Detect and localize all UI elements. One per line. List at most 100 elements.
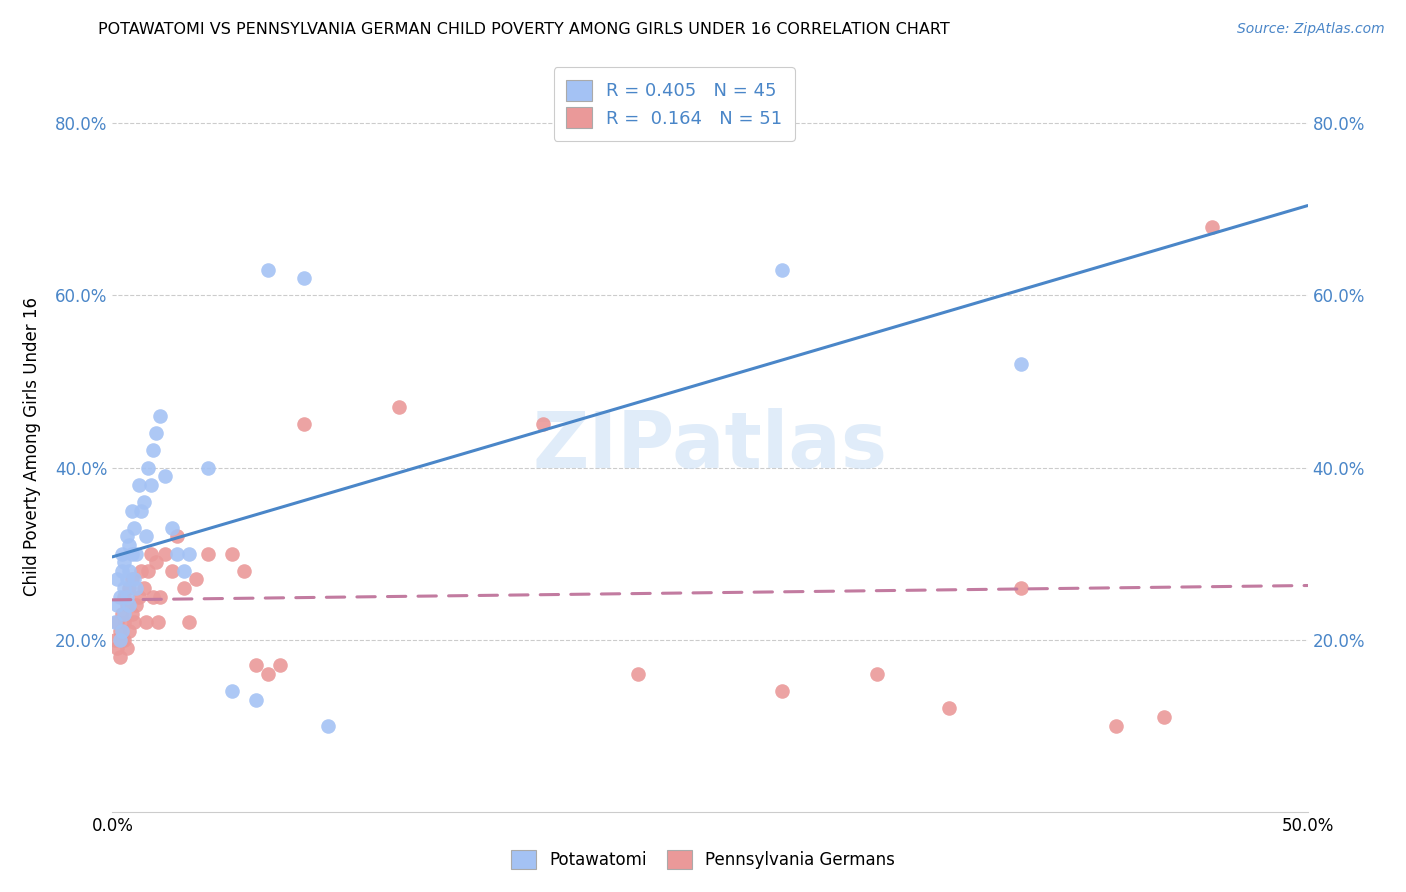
- Point: [257, 262, 280, 277]
- Point: [770, 262, 793, 277]
- Point: [114, 607, 135, 621]
- Point: [166, 547, 188, 561]
- Legend: Potawatomi, Pennsylvania Germans: Potawatomi, Pennsylvania Germans: [501, 840, 905, 880]
- Point: [115, 590, 138, 604]
- Point: [139, 477, 162, 491]
- Point: [105, 615, 128, 630]
- Point: [121, 547, 143, 561]
- Point: [118, 624, 141, 638]
- Point: [122, 573, 145, 587]
- Point: [269, 658, 291, 673]
- Point: [1153, 710, 1175, 724]
- Point: [122, 521, 145, 535]
- Point: [135, 529, 157, 543]
- Point: [111, 624, 134, 638]
- Point: [118, 598, 141, 612]
- Point: [257, 667, 280, 681]
- Point: [166, 529, 188, 543]
- Point: [938, 701, 960, 715]
- Point: [1010, 357, 1032, 371]
- Point: [153, 469, 176, 483]
- Point: [1010, 581, 1032, 595]
- Point: [118, 581, 141, 595]
- Point: [177, 547, 200, 561]
- Point: [105, 641, 128, 656]
- Point: [866, 667, 889, 681]
- Point: [129, 564, 152, 578]
- Point: [132, 581, 155, 595]
- Point: [128, 477, 150, 491]
- Point: [146, 615, 169, 630]
- Point: [177, 615, 200, 630]
- Point: [142, 590, 165, 604]
- Point: [316, 719, 339, 733]
- Point: [233, 564, 256, 578]
- Point: [111, 607, 134, 621]
- Point: [1105, 719, 1128, 733]
- Point: [114, 632, 135, 647]
- Text: ZIPatlas: ZIPatlas: [533, 408, 887, 484]
- Point: [115, 573, 138, 587]
- Point: [115, 529, 138, 543]
- Point: [145, 426, 167, 441]
- Point: [132, 495, 155, 509]
- Point: [139, 547, 162, 561]
- Point: [118, 564, 141, 578]
- Point: [105, 598, 128, 612]
- Point: [125, 581, 148, 595]
- Point: [197, 460, 219, 475]
- Text: Source: ZipAtlas.com: Source: ZipAtlas.com: [1237, 22, 1385, 37]
- Text: POTAWATOMI VS PENNSYLVANIA GERMAN CHILD POVERTY AMONG GIRLS UNDER 16 CORRELATION: POTAWATOMI VS PENNSYLVANIA GERMAN CHILD …: [98, 22, 950, 37]
- Point: [114, 590, 135, 604]
- Point: [186, 573, 208, 587]
- Point: [115, 598, 138, 612]
- Point: [104, 632, 127, 647]
- Point: [388, 401, 411, 415]
- Point: [173, 581, 195, 595]
- Point: [111, 632, 134, 647]
- Point: [531, 417, 554, 432]
- Point: [108, 624, 131, 638]
- Point: [111, 564, 134, 578]
- Point: [125, 547, 148, 561]
- Point: [121, 607, 143, 621]
- Point: [245, 658, 267, 673]
- Legend: R = 0.405   N = 45, R =  0.164   N = 51: R = 0.405 N = 45, R = 0.164 N = 51: [554, 68, 794, 141]
- Point: [197, 547, 219, 561]
- Point: [173, 564, 195, 578]
- Point: [114, 615, 135, 630]
- Point: [138, 564, 160, 578]
- Point: [149, 409, 172, 423]
- Point: [292, 271, 315, 285]
- Point: [129, 503, 152, 517]
- Point: [115, 641, 138, 656]
- Point: [108, 632, 131, 647]
- Point: [142, 443, 165, 458]
- Point: [122, 615, 145, 630]
- Point: [111, 547, 134, 561]
- Point: [114, 581, 135, 595]
- Point: [118, 538, 141, 552]
- Point: [292, 417, 315, 432]
- Point: [221, 547, 243, 561]
- Point: [138, 460, 160, 475]
- Point: [770, 684, 793, 698]
- Point: [162, 521, 183, 535]
- Point: [125, 598, 148, 612]
- Point: [162, 564, 183, 578]
- Point: [153, 547, 176, 561]
- Point: [121, 503, 143, 517]
- Point: [105, 573, 128, 587]
- Point: [627, 667, 650, 681]
- Point: [114, 555, 135, 569]
- Point: [149, 590, 172, 604]
- Y-axis label: Child Poverty Among Girls Under 16: Child Poverty Among Girls Under 16: [24, 296, 41, 596]
- Point: [104, 615, 127, 630]
- Point: [108, 590, 131, 604]
- Point: [245, 693, 267, 707]
- Point: [108, 649, 131, 664]
- Point: [145, 555, 167, 569]
- Point: [221, 684, 243, 698]
- Point: [1201, 219, 1223, 234]
- Point: [128, 590, 150, 604]
